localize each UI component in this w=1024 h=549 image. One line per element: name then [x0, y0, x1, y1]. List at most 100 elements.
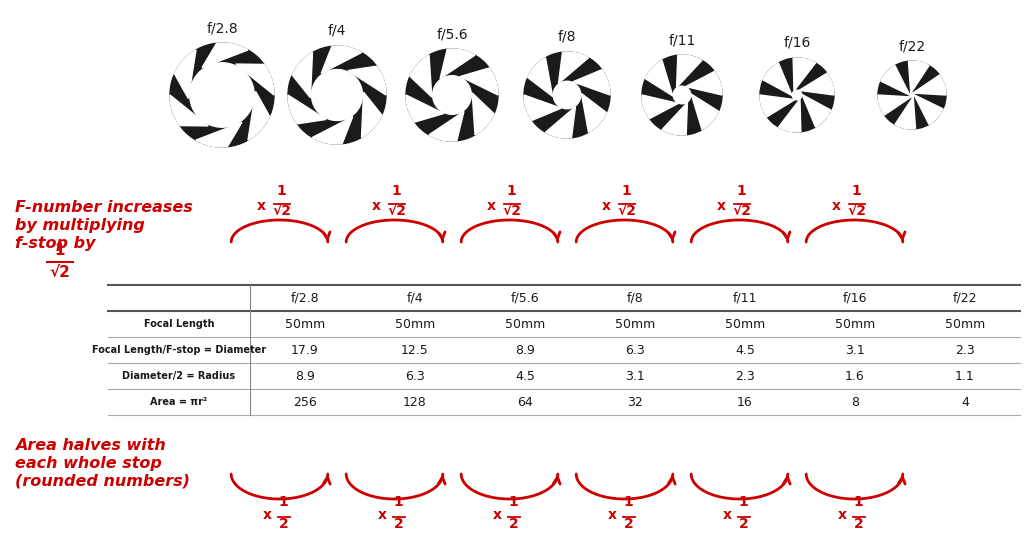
- Text: 50mm: 50mm: [835, 317, 876, 330]
- Polygon shape: [524, 95, 561, 120]
- Polygon shape: [895, 97, 915, 129]
- Text: √2: √2: [502, 204, 521, 218]
- Text: 1: 1: [507, 184, 516, 198]
- Polygon shape: [763, 63, 792, 96]
- Text: f/5.6: f/5.6: [436, 27, 468, 41]
- Text: F-number increases: F-number increases: [15, 200, 193, 215]
- Text: x: x: [608, 508, 617, 522]
- Polygon shape: [174, 50, 196, 98]
- Polygon shape: [170, 95, 208, 126]
- Text: 2: 2: [279, 517, 289, 531]
- Polygon shape: [288, 95, 326, 124]
- Text: √2: √2: [387, 204, 406, 218]
- Text: 1: 1: [279, 495, 289, 509]
- Text: 1: 1: [54, 243, 66, 258]
- Text: 32: 32: [627, 395, 643, 408]
- Text: Area = πr²: Area = πr²: [151, 397, 208, 407]
- Text: f/4: f/4: [407, 292, 423, 305]
- Text: 1: 1: [622, 184, 632, 198]
- Text: 17.9: 17.9: [291, 344, 318, 356]
- Text: x: x: [838, 508, 847, 522]
- Polygon shape: [292, 53, 312, 98]
- Text: 1: 1: [276, 184, 287, 198]
- Text: by multiplying: by multiplying: [15, 218, 144, 233]
- Text: √2: √2: [732, 204, 751, 218]
- Polygon shape: [322, 46, 361, 74]
- Text: 50mm: 50mm: [505, 317, 545, 330]
- Text: 1: 1: [391, 184, 401, 198]
- Text: x: x: [263, 508, 272, 522]
- Text: 8.9: 8.9: [295, 369, 315, 383]
- Text: 64: 64: [517, 395, 532, 408]
- Text: x: x: [378, 508, 387, 522]
- Text: f/4: f/4: [328, 24, 346, 38]
- Text: 3.1: 3.1: [845, 344, 865, 356]
- Text: Focal Length/F-stop = Diameter: Focal Length/F-stop = Diameter: [92, 345, 266, 355]
- Text: Diameter/2 = Radius: Diameter/2 = Radius: [123, 371, 236, 381]
- Polygon shape: [645, 60, 673, 96]
- Text: 128: 128: [403, 395, 427, 408]
- Text: x: x: [493, 508, 502, 522]
- Text: Area halves with: Area halves with: [15, 438, 166, 453]
- Text: f/16: f/16: [783, 36, 811, 50]
- Text: 4.5: 4.5: [735, 344, 755, 356]
- Text: 2: 2: [854, 517, 863, 531]
- Text: x: x: [486, 199, 496, 213]
- Polygon shape: [311, 70, 362, 120]
- Text: 2.3: 2.3: [955, 344, 975, 356]
- Polygon shape: [472, 93, 494, 135]
- Text: 1.1: 1.1: [955, 369, 975, 383]
- Text: f/8: f/8: [558, 30, 577, 44]
- Polygon shape: [691, 94, 719, 130]
- Polygon shape: [312, 116, 352, 144]
- Polygon shape: [553, 81, 581, 109]
- Text: 4: 4: [962, 395, 969, 408]
- Circle shape: [878, 61, 946, 129]
- Text: 50mm: 50mm: [395, 317, 435, 330]
- Polygon shape: [794, 58, 815, 91]
- Polygon shape: [673, 86, 691, 104]
- Text: 50mm: 50mm: [945, 317, 985, 330]
- Text: 50mm: 50mm: [614, 317, 655, 330]
- Polygon shape: [558, 52, 589, 83]
- Text: f/5.6: f/5.6: [511, 292, 540, 305]
- Polygon shape: [236, 64, 274, 95]
- Circle shape: [170, 43, 274, 147]
- Circle shape: [524, 52, 610, 138]
- Polygon shape: [440, 49, 475, 79]
- Text: 256: 256: [293, 395, 316, 408]
- Text: x: x: [723, 508, 732, 522]
- Text: √2: √2: [847, 204, 866, 218]
- Polygon shape: [433, 76, 471, 114]
- Text: f/11: f/11: [733, 292, 758, 305]
- Text: each whole stop: each whole stop: [15, 456, 162, 471]
- Polygon shape: [196, 122, 242, 147]
- Polygon shape: [572, 70, 610, 95]
- Polygon shape: [460, 68, 498, 95]
- Text: 12.5: 12.5: [401, 344, 429, 356]
- Text: (rounded numbers): (rounded numbers): [15, 474, 190, 489]
- Text: x: x: [717, 199, 725, 213]
- Text: f/11: f/11: [669, 33, 695, 47]
- Text: 4.5: 4.5: [515, 369, 535, 383]
- Text: f/16: f/16: [843, 292, 867, 305]
- Polygon shape: [881, 65, 910, 95]
- Text: 2: 2: [738, 517, 749, 531]
- Text: f/22: f/22: [898, 39, 926, 53]
- Text: f/2.8: f/2.8: [206, 21, 238, 35]
- Text: 16: 16: [737, 395, 753, 408]
- Text: 1.6: 1.6: [845, 369, 865, 383]
- Text: 2: 2: [624, 517, 634, 531]
- Polygon shape: [878, 95, 911, 115]
- Text: x: x: [372, 199, 381, 213]
- Text: f/22: f/22: [952, 292, 977, 305]
- Polygon shape: [760, 95, 795, 117]
- Polygon shape: [642, 95, 678, 119]
- Text: 1: 1: [393, 495, 403, 509]
- Polygon shape: [348, 66, 386, 95]
- Text: f-stop by: f-stop by: [15, 236, 95, 251]
- Text: 3.1: 3.1: [625, 369, 645, 383]
- Text: 8.9: 8.9: [515, 344, 535, 356]
- Polygon shape: [527, 58, 553, 97]
- Polygon shape: [914, 95, 943, 125]
